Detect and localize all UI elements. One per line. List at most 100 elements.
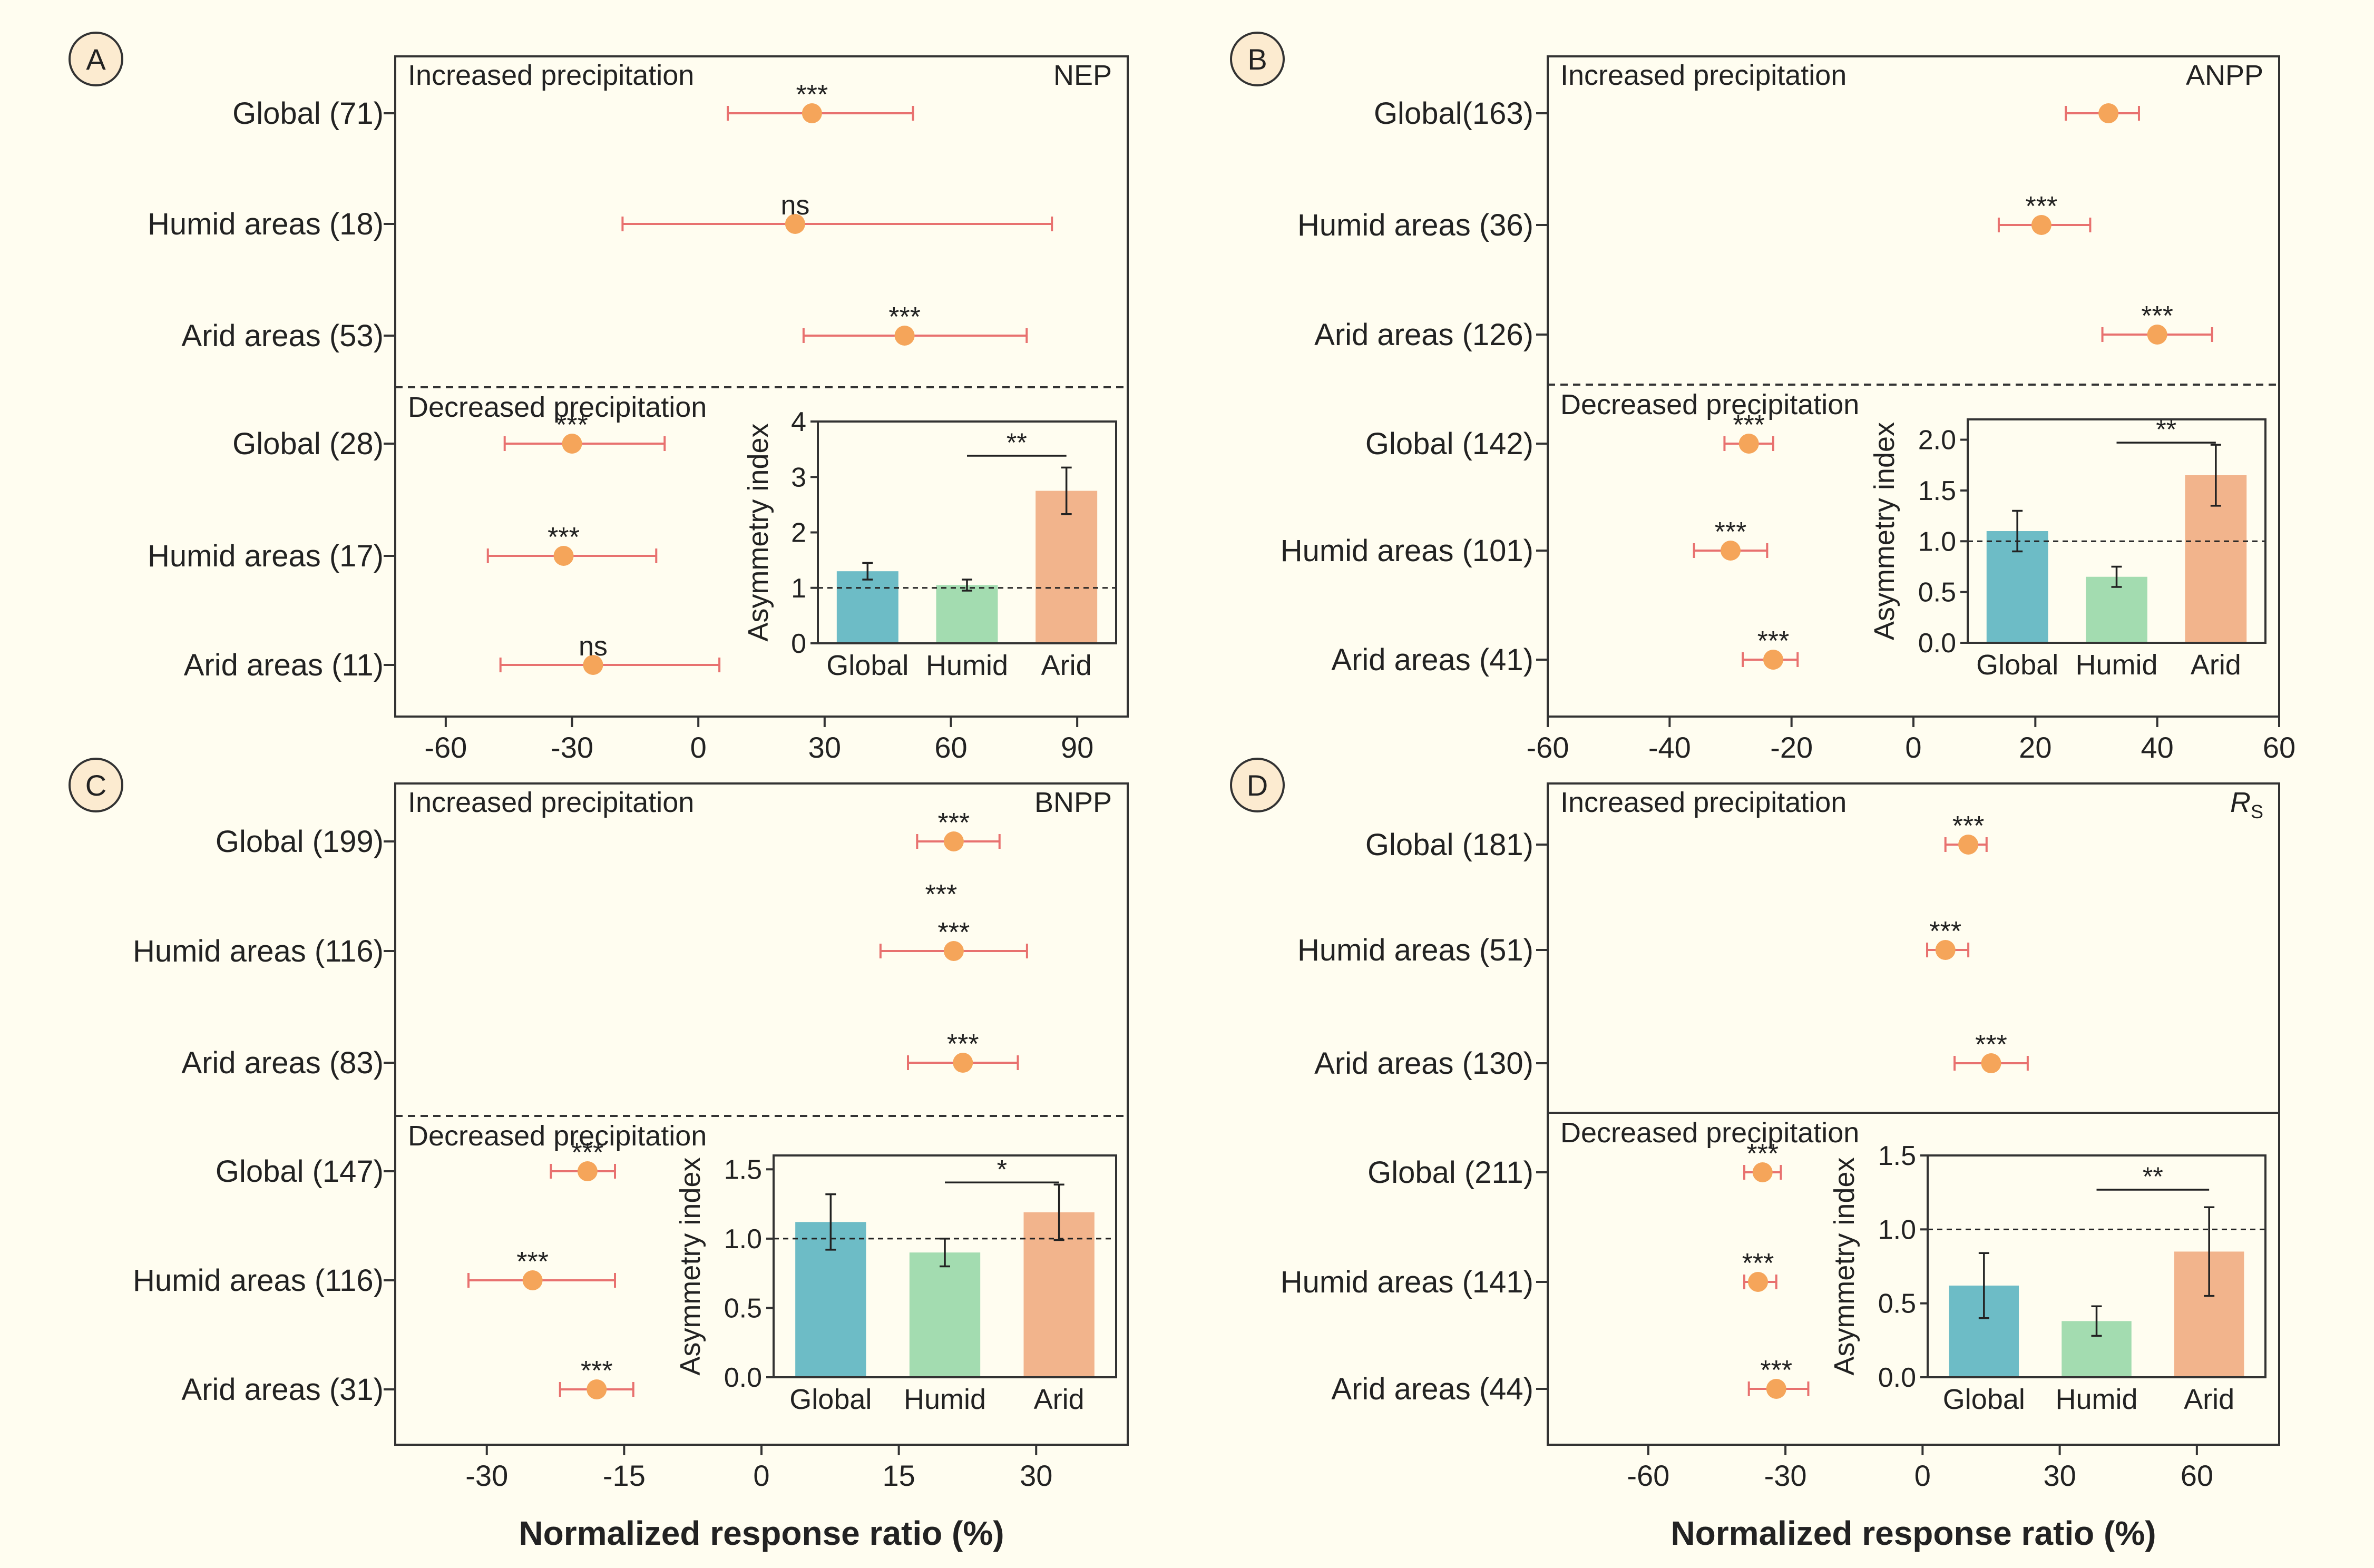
decreased-precipitation-label: Decreased precipitation — [408, 1120, 707, 1152]
inset-y-tick-label: 1.0 — [1918, 526, 1956, 557]
inset-y-tick-label: 4 — [791, 407, 806, 437]
inset-frame — [1967, 418, 2266, 644]
significance-label: *** — [581, 1356, 613, 1386]
data-point — [1721, 541, 1741, 561]
inset-category-label: Global — [1943, 1384, 2025, 1415]
x-tick-label: 30 — [1020, 1459, 1052, 1492]
panel-d: D Increased precipitation Decreased precip… — [1230, 758, 2280, 1552]
row-label: Arid areas (83) — [181, 1046, 384, 1080]
plot-frame — [394, 782, 1129, 1446]
significance-label: *** — [888, 302, 921, 332]
x-axis-label: Normalized response ratio (%) — [519, 1514, 1004, 1552]
inset-y-tick-label: 0.0 — [1918, 628, 1956, 659]
panel-c: C Increased precipitation Decreased precip… — [69, 758, 1129, 1552]
data-point — [802, 103, 822, 123]
inset-category-label: Arid — [2184, 1384, 2234, 1415]
inset-y-tick-label: 2 — [791, 518, 806, 548]
panel-a: A Increased precipitation Decreased precip… — [69, 32, 1129, 764]
panel-badge-label: D — [1247, 769, 1268, 802]
inset-frame — [773, 1154, 1117, 1378]
x-tick-label: -60 — [424, 731, 467, 764]
inset-chart: Global Humid Arid 0.0 0.5 1.0 1.5 2.0 Asymmetry … — [1869, 415, 2266, 681]
data-point — [1763, 650, 1783, 670]
x-axis-label: Normalized response ratio (%) — [1670, 1514, 2156, 1552]
significance-label: *** — [2141, 301, 2173, 331]
row-label: Arid areas (31) — [181, 1373, 384, 1407]
significance-label: ns — [579, 631, 608, 662]
row-label: Arid areas (41) — [1331, 643, 1533, 677]
metric-label: ANPP — [2186, 60, 2263, 91]
x-tick-label: 30 — [2043, 1459, 2076, 1492]
inset-significance-label: ** — [2143, 1162, 2163, 1191]
inset-significance-label: * — [997, 1154, 1007, 1184]
x-tick-label: 90 — [1061, 731, 1093, 764]
inset-y-axis-label: Asymmetry index — [1869, 422, 1900, 640]
increased-precipitation-label: Increased precipitation — [408, 60, 694, 91]
data-point — [1958, 835, 1979, 855]
x-tick-label: 60 — [2181, 1459, 2213, 1492]
significance-label: *** — [1952, 811, 1985, 841]
row-label: Global (211) — [1367, 1155, 1533, 1190]
decreased-precipitation-label: Decreased precipitation — [1560, 1117, 1859, 1149]
inset-bar-humid — [909, 1252, 981, 1377]
inset-y-tick-label: 1 — [791, 573, 806, 604]
row-label: Global (181) — [1365, 828, 1533, 862]
data-point — [953, 1053, 973, 1073]
metric-label: BNPP — [1034, 787, 1112, 818]
increased-precipitation-label: Increased precipitation — [408, 787, 694, 818]
inset-category-label: Arid — [2191, 649, 2241, 681]
row-label: Global (142) — [1365, 427, 1533, 461]
data-point — [1748, 1272, 1769, 1292]
inset-y-tick-label: 1.0 — [1878, 1214, 1916, 1245]
x-tick-label: 60 — [934, 731, 967, 764]
significance-label: *** — [796, 80, 828, 110]
row-label: Arid areas (11) — [184, 648, 384, 682]
row-label: Humid areas (101) — [1281, 534, 1533, 568]
data-point — [943, 941, 964, 961]
inset-significance-label: ** — [1007, 428, 1027, 457]
data-point — [1766, 1379, 1786, 1399]
data-point — [562, 434, 582, 454]
significance-label: *** — [938, 917, 970, 948]
row-label: Global(163) — [1374, 96, 1533, 131]
row-label: Humid areas (51) — [1297, 933, 1533, 967]
significance-label: ns — [780, 190, 809, 221]
panel-badge-circle — [69, 758, 123, 812]
panel-badge-circle — [1230, 32, 1285, 86]
significance-label: *** — [516, 1247, 549, 1277]
row-label: Arid areas (53) — [181, 319, 384, 353]
significance-label: *** — [1715, 517, 1747, 547]
inset-y-tick-label: 1.5 — [1918, 476, 1956, 506]
data-point — [2098, 103, 2119, 123]
row-label: Humid areas (17) — [148, 539, 384, 573]
inset-y-tick-label: 1.5 — [1878, 1141, 1916, 1171]
x-tick-label: 0 — [753, 1459, 769, 1492]
significance-label: *** — [925, 879, 958, 910]
inset-y-tick-label: 0 — [791, 629, 806, 659]
decreased-precipitation-label: Decreased precipitation — [408, 391, 707, 423]
x-tick-label: 40 — [2141, 731, 2174, 764]
inset-y-axis-label: Asymmetry index — [743, 423, 774, 641]
data-point — [2147, 325, 2167, 345]
inset-frame — [1927, 1154, 2266, 1378]
x-tick-label: -60 — [1527, 731, 1569, 764]
x-tick-label: -30 — [551, 731, 593, 764]
inset-category-label: Arid — [1041, 650, 1092, 681]
inset-y-tick-label: 3 — [791, 462, 806, 493]
data-point — [1738, 434, 1759, 454]
plot-frame — [1547, 55, 2280, 718]
significance-label: *** — [548, 522, 580, 553]
inset-y-tick-label: 0.5 — [1878, 1289, 1916, 1319]
significance-label: *** — [556, 410, 588, 440]
x-tick-label: 0 — [1914, 1459, 1931, 1492]
inset-chart: Global Humid Arid 0.0 0.5 1.0 1.5 Asymmetry ind… — [675, 1154, 1117, 1415]
significance-label: *** — [572, 1138, 604, 1168]
x-tick-label: 0 — [1905, 731, 1921, 764]
row-label: Humid areas (116) — [133, 934, 384, 968]
panel-badge-label: C — [85, 769, 106, 802]
row-label: Global (71) — [232, 96, 384, 131]
x-tick-label: -15 — [603, 1459, 646, 1492]
inset-y-axis-label: Asymmetry index — [675, 1157, 706, 1375]
x-tick-label: -30 — [465, 1459, 508, 1492]
inset-y-tick-label: 0.0 — [1878, 1363, 1916, 1393]
